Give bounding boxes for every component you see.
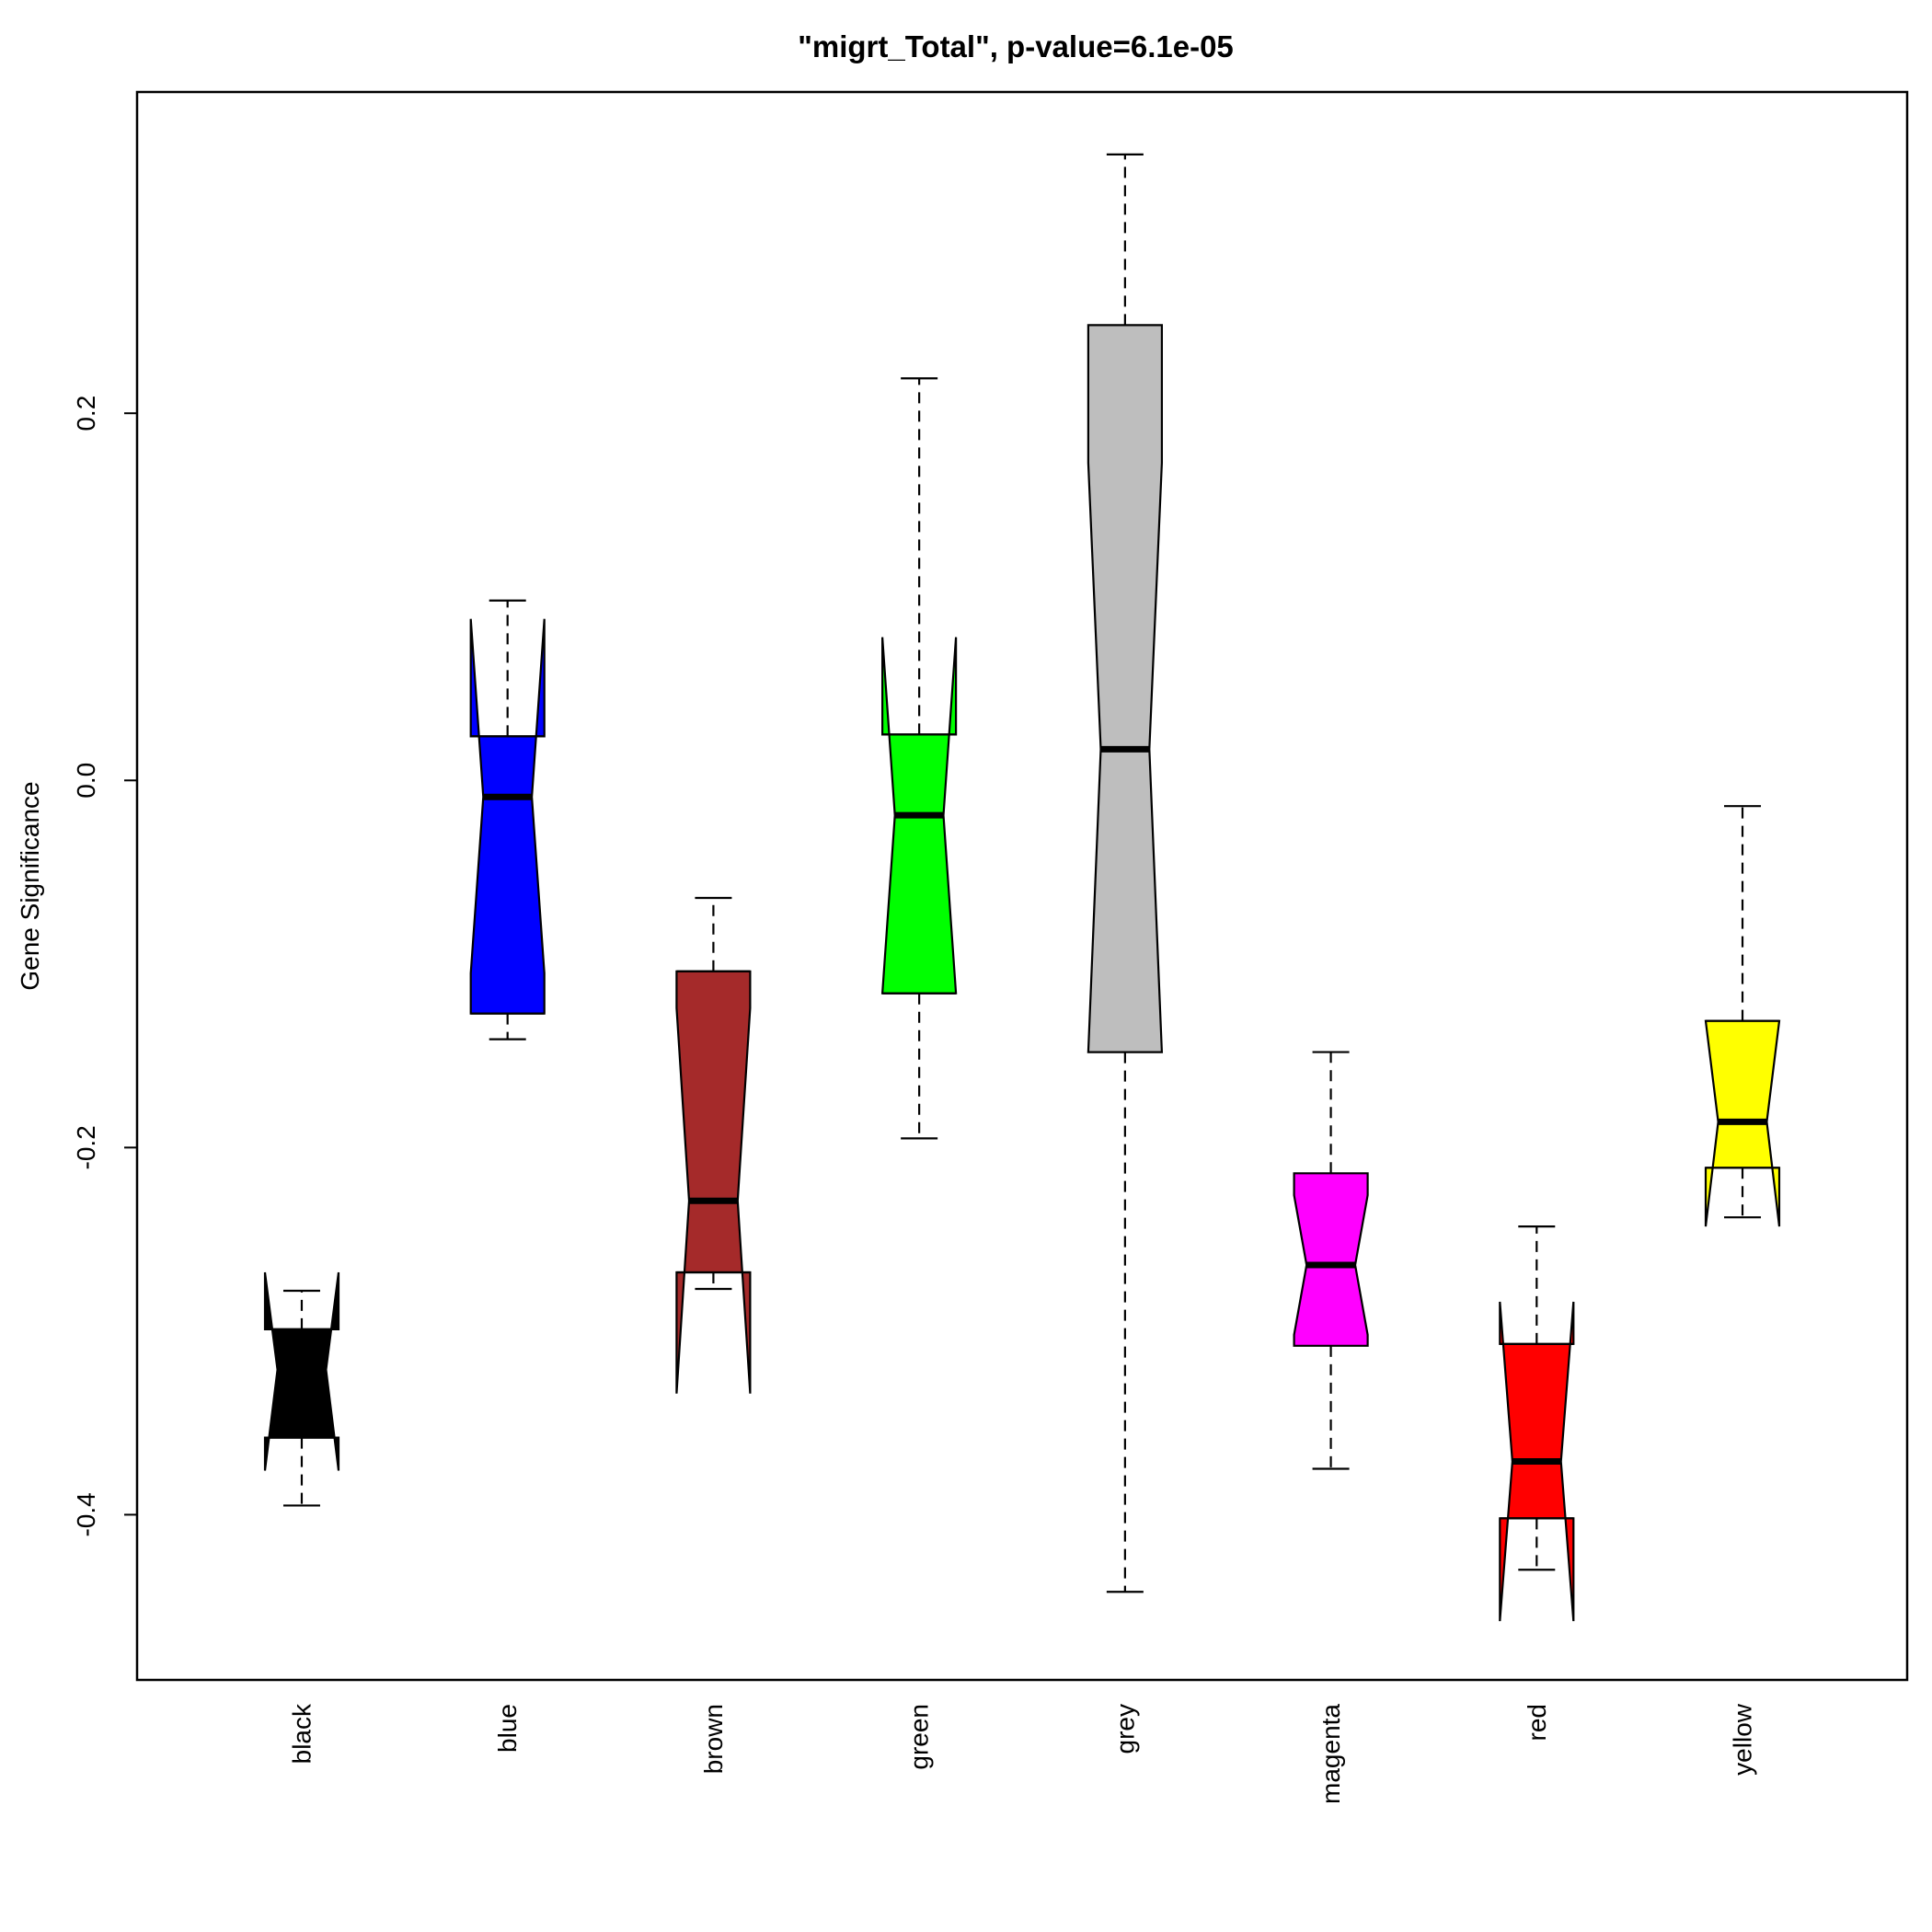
y-tick-label: -0.4 [72, 1492, 100, 1536]
box-black [263, 1271, 340, 1507]
y-axis: 0.2 0.0 -0.2 -0.4 [72, 396, 138, 1537]
box-blue [469, 599, 546, 1041]
box-grey [1087, 153, 1164, 1593]
boxes [263, 153, 1781, 1622]
plot-frame [135, 90, 1909, 1682]
box-green [880, 377, 958, 1140]
box-red [1499, 1225, 1575, 1622]
box-brown [675, 896, 752, 1394]
y-axis-label: Gene Significance [16, 781, 44, 990]
x-category-label: green [905, 1704, 934, 1770]
box-magenta [1293, 1051, 1369, 1470]
y-tick-label: 0.2 [72, 396, 100, 431]
x-category-label: blue [493, 1704, 522, 1753]
box-yellow [1704, 805, 1781, 1227]
box-body [1293, 1172, 1369, 1347]
chart-title: "migrt_Total", p-value=6.1e-05 [798, 29, 1234, 63]
x-category-label: magenta [1317, 1704, 1345, 1804]
y-tick-label: 0.0 [72, 763, 100, 799]
x-category-label: black [287, 1703, 316, 1764]
box-body [469, 618, 546, 1015]
box-body [1087, 324, 1164, 1053]
x-category-label: brown [699, 1704, 728, 1774]
x-axis-labels: black blue brown green grey magenta red yellow [287, 1703, 1756, 1804]
y-tick-label: -0.2 [72, 1125, 100, 1169]
box-body [675, 970, 752, 1394]
x-category-label: grey [1110, 1704, 1139, 1754]
x-category-label: yellow [1729, 1703, 1757, 1776]
x-category-label: red [1523, 1704, 1551, 1741]
